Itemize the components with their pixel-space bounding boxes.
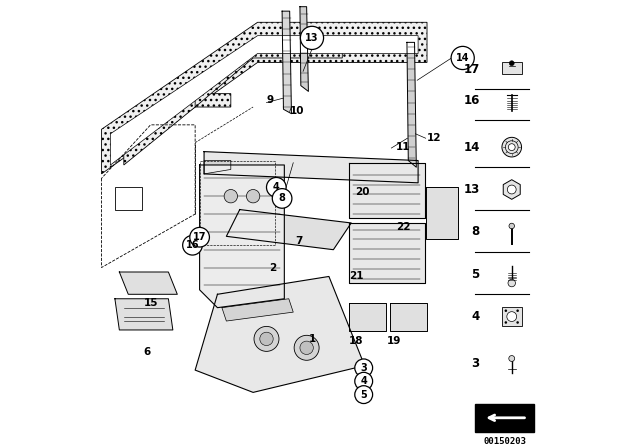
Polygon shape [300, 7, 308, 91]
Polygon shape [102, 22, 427, 174]
Text: 10: 10 [290, 107, 304, 116]
Text: 16: 16 [186, 240, 199, 250]
Circle shape [516, 321, 519, 324]
Polygon shape [282, 11, 291, 114]
Text: 2: 2 [269, 263, 276, 272]
Text: 13: 13 [463, 183, 479, 196]
Polygon shape [115, 299, 173, 330]
Polygon shape [349, 163, 425, 219]
Polygon shape [390, 303, 427, 331]
Circle shape [504, 321, 507, 324]
Circle shape [260, 332, 273, 345]
Circle shape [509, 356, 515, 362]
Text: 3: 3 [472, 357, 479, 370]
Text: 3: 3 [360, 363, 367, 373]
Text: 1: 1 [309, 334, 316, 344]
Text: 11: 11 [396, 142, 410, 152]
Polygon shape [426, 187, 458, 238]
Circle shape [508, 280, 515, 287]
Text: 7: 7 [296, 236, 303, 246]
Circle shape [224, 190, 237, 203]
Polygon shape [204, 160, 231, 174]
Circle shape [502, 138, 522, 157]
Circle shape [272, 189, 292, 208]
Circle shape [355, 386, 372, 404]
Text: 5: 5 [472, 268, 479, 281]
Text: 5: 5 [360, 390, 367, 400]
Text: 14: 14 [463, 141, 479, 154]
Circle shape [516, 310, 519, 312]
Text: 9: 9 [266, 95, 274, 105]
Circle shape [508, 185, 516, 194]
Circle shape [451, 47, 474, 69]
Polygon shape [222, 299, 293, 321]
Polygon shape [195, 45, 342, 107]
Circle shape [355, 372, 372, 390]
Text: 8: 8 [278, 194, 285, 203]
Circle shape [182, 236, 202, 255]
Circle shape [300, 26, 324, 49]
Text: 15: 15 [144, 298, 158, 308]
Text: 17: 17 [193, 232, 206, 242]
Polygon shape [200, 165, 284, 308]
Text: 22: 22 [396, 222, 410, 233]
Text: 4: 4 [273, 182, 280, 192]
Polygon shape [503, 180, 520, 199]
Polygon shape [349, 303, 386, 331]
Polygon shape [124, 94, 231, 165]
Polygon shape [119, 272, 177, 294]
Circle shape [355, 359, 372, 377]
Polygon shape [111, 36, 418, 165]
Text: 19: 19 [387, 336, 401, 346]
Bar [502, 62, 522, 74]
Circle shape [190, 228, 209, 247]
Text: 14: 14 [456, 53, 469, 63]
Polygon shape [195, 276, 365, 392]
Circle shape [254, 327, 279, 351]
Text: 6: 6 [144, 347, 151, 357]
Bar [502, 307, 522, 327]
Text: 20: 20 [355, 187, 369, 197]
Text: 12: 12 [427, 133, 442, 143]
Text: 00150203: 00150203 [483, 437, 526, 446]
Circle shape [509, 223, 515, 229]
Text: 18: 18 [349, 336, 364, 346]
Circle shape [507, 312, 516, 322]
Text: 8: 8 [472, 225, 479, 238]
Text: 17: 17 [463, 63, 479, 76]
Text: 16: 16 [463, 94, 479, 107]
Text: 4: 4 [472, 310, 479, 323]
Bar [115, 187, 141, 210]
Circle shape [294, 335, 319, 360]
Polygon shape [349, 223, 425, 283]
Text: 21: 21 [349, 271, 364, 281]
Text: 4: 4 [360, 376, 367, 386]
Circle shape [504, 310, 507, 312]
Circle shape [266, 177, 286, 197]
Bar [475, 404, 534, 431]
Polygon shape [227, 210, 351, 250]
Circle shape [246, 190, 260, 203]
Polygon shape [204, 151, 418, 183]
Text: 13: 13 [305, 33, 319, 43]
Polygon shape [407, 43, 416, 167]
Circle shape [300, 341, 314, 354]
Circle shape [508, 144, 515, 151]
Circle shape [509, 61, 514, 66]
